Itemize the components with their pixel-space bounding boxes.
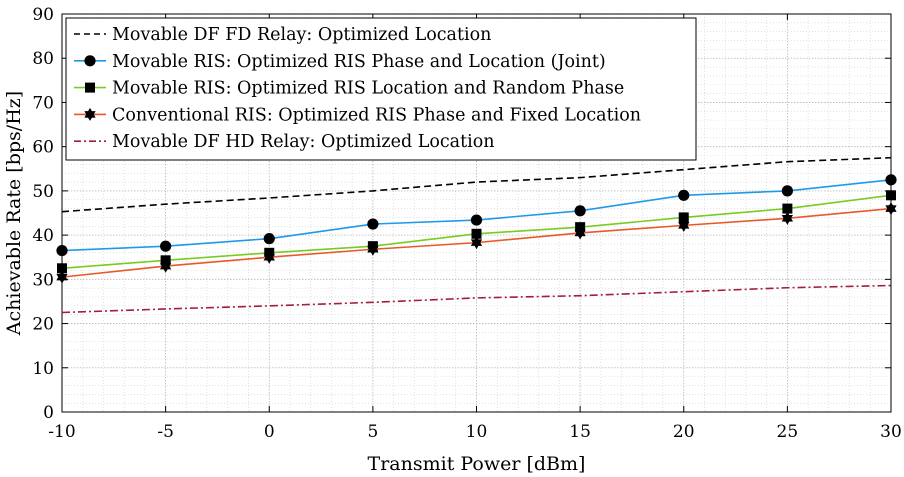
x-tick-label: -10 <box>48 422 75 442</box>
legend-item: Movable RIS: Optimized RIS Phase and Loc… <box>74 52 606 72</box>
legend: Movable DF FD Relay: Optimized Location M… <box>65 17 697 161</box>
legend-item: Conventional RIS: Optimized RIS Phase an… <box>74 105 641 125</box>
x-axis-label: Transmit Power [dBm] <box>368 453 586 475</box>
x-tick-label: 10 <box>466 422 488 442</box>
y-tick-labels: 0 10 20 30 40 50 60 70 80 90 <box>32 5 54 423</box>
data-point <box>471 228 482 239</box>
series-5 <box>61 284 892 314</box>
data-point <box>56 270 68 284</box>
data-point <box>782 203 793 214</box>
y-tick-label: 60 <box>32 138 54 158</box>
data-point <box>367 218 379 230</box>
legend-marker <box>84 55 96 67</box>
y-tick-label: 50 <box>32 182 54 202</box>
y-tick-label: 10 <box>32 359 54 379</box>
y-tick-label: 90 <box>32 5 54 25</box>
legend-item: Movable DF FD Relay: Optimized Location <box>74 25 491 45</box>
y-tick-label: 30 <box>32 270 54 290</box>
x-tick-labels: -10 -5 0 5 10 15 20 25 30 <box>48 422 902 442</box>
legend-label: Conventional RIS: Optimized RIS Phase an… <box>112 105 641 125</box>
legend-item: Movable RIS: Optimized RIS Location and … <box>74 79 624 99</box>
data-point <box>678 212 689 223</box>
x-tick-label: 0 <box>264 422 275 442</box>
x-tick-label: 5 <box>367 422 378 442</box>
y-tick-label: 0 <box>43 403 54 423</box>
data-point <box>470 236 483 250</box>
legend-label: Movable RIS: Optimized RIS Phase and Loc… <box>112 52 606 72</box>
data-point <box>56 244 68 257</box>
y-tick-label: 40 <box>32 226 54 246</box>
data-point <box>886 190 896 201</box>
series-line <box>61 156 892 213</box>
data-point <box>885 202 897 216</box>
legend-marker <box>84 107 96 121</box>
x-tick-label: 20 <box>673 422 695 442</box>
legend-box <box>65 17 697 161</box>
data-point <box>263 250 275 264</box>
legend-item: Movable DF HD Relay: Optimized Location <box>74 132 495 152</box>
data-point <box>885 174 897 186</box>
legend-label: Movable DF FD Relay: Optimized Location <box>112 25 491 45</box>
series-2 <box>56 174 897 257</box>
x-tick-label: 30 <box>880 422 902 442</box>
x-tick-label: 15 <box>569 422 591 442</box>
series-layer <box>56 156 897 314</box>
x-tick-label: -5 <box>157 422 174 442</box>
data-point <box>263 233 275 245</box>
x-tick-label: 25 <box>777 422 799 442</box>
axis-ticks <box>61 13 892 413</box>
data-point <box>574 226 586 240</box>
data-point <box>781 185 793 197</box>
data-point <box>678 189 690 201</box>
data-point <box>160 240 172 252</box>
series-4 <box>56 202 897 284</box>
y-tick-label: 80 <box>32 49 54 69</box>
y-tick-label: 20 <box>32 315 54 335</box>
y-axis-label: Achievable Rate [bps/Hz] <box>3 91 25 336</box>
legend-marker <box>85 82 95 93</box>
data-point <box>678 218 690 232</box>
legend-label: Movable DF HD Relay: Optimized Location <box>112 132 495 152</box>
data-point <box>470 214 483 226</box>
y-tick-label: 70 <box>32 93 54 113</box>
data-point <box>57 263 67 274</box>
data-point <box>574 205 586 217</box>
series-line <box>61 284 892 314</box>
data-point <box>367 242 379 256</box>
legend-label: Movable RIS: Optimized RIS Location and … <box>112 79 624 99</box>
data-point <box>160 259 172 273</box>
data-point <box>781 211 793 225</box>
series-1 <box>61 156 892 213</box>
